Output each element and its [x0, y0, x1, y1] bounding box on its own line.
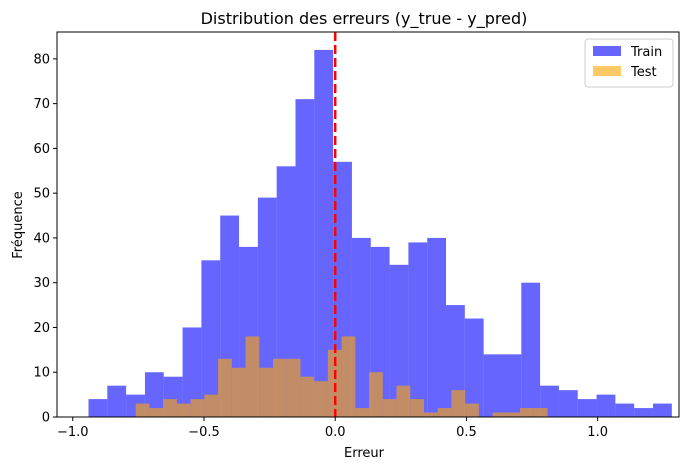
y-tick-label: 30 [33, 276, 50, 291]
bar-train [653, 403, 672, 417]
chart-title: Distribution des erreurs (y_true - y_pre… [201, 9, 528, 29]
bar-train [314, 49, 334, 417]
y-axis-label: Fréquence [11, 191, 26, 258]
bar-test [176, 403, 191, 417]
bar-test [300, 376, 315, 417]
axes-frame [56, 31, 680, 418]
bar-test [423, 412, 438, 417]
bar-train [408, 242, 428, 417]
legend-label-train: Train [630, 45, 662, 60]
bar-test [410, 399, 424, 417]
y-tick-label: 80 [33, 52, 50, 67]
bar-train [558, 390, 578, 417]
y-tick-label: 10 [33, 366, 50, 381]
bar-train [201, 260, 221, 417]
y-tick-label: 40 [33, 231, 50, 246]
bar-train [182, 327, 202, 417]
bar-train [596, 394, 616, 417]
bar-test [451, 390, 466, 417]
x-axis-label: Erreur [344, 446, 385, 461]
bar-test [520, 408, 534, 417]
bar-test [149, 408, 164, 417]
bar-train [634, 408, 654, 417]
bar-test [204, 394, 219, 417]
bar-test [272, 358, 287, 417]
x-tick-label: 0.0 [325, 425, 346, 440]
y-tick-label: 70 [33, 97, 50, 112]
legend-label-test: Test [630, 65, 657, 80]
y-tick-label: 0 [42, 411, 50, 426]
bar-train [107, 385, 127, 417]
axes: −1.0 −0.5 0.0 0.5 1.0 0 10 20 30 40 50 60 70 80 [33, 31, 680, 440]
bar-test [369, 372, 383, 417]
series-train [88, 49, 672, 418]
bar-test [437, 408, 452, 417]
x-tick-label: 1.0 [587, 425, 608, 440]
series-test [135, 336, 548, 417]
bar-test [163, 399, 177, 417]
bar-train [427, 237, 447, 417]
bar-test [135, 403, 150, 417]
bar-test [355, 408, 370, 417]
bar-test [506, 412, 521, 417]
bar-train [577, 399, 597, 417]
bar-test [465, 403, 479, 417]
bar-train [464, 318, 484, 417]
legend-swatch-test [593, 66, 621, 76]
bar-test [245, 336, 260, 417]
plot-area [88, 32, 672, 418]
bar-test [190, 399, 205, 417]
bar-train [389, 264, 409, 417]
legend-swatch-train [593, 46, 621, 56]
y-tick-label: 20 [33, 321, 50, 336]
bar-test [286, 358, 301, 417]
bar-train [351, 237, 371, 417]
legend: Train Test [584, 38, 674, 88]
bar-train [295, 99, 315, 418]
bar-train [257, 197, 277, 417]
y-tick-label: 60 [33, 142, 50, 157]
bar-test [259, 367, 273, 417]
bar-test [382, 399, 397, 417]
bar-test [396, 385, 411, 417]
bar-test [231, 367, 246, 417]
bar-train [483, 354, 503, 417]
bar-test [341, 336, 356, 417]
bar-train [521, 282, 541, 417]
bar-test [314, 381, 328, 417]
bar-train [446, 305, 465, 417]
x-tick-label: −1.0 [57, 425, 89, 440]
bar-test [218, 358, 232, 417]
x-tick-label: −0.5 [188, 425, 220, 440]
bar-test [492, 412, 507, 417]
bar-train [502, 354, 522, 417]
bar-train [276, 166, 296, 417]
bar-test [533, 408, 548, 417]
bar-train [144, 372, 164, 417]
y-tick-label: 50 [33, 187, 50, 202]
x-tick-label: 0.5 [456, 425, 477, 440]
bar-train [88, 399, 108, 417]
bar-train [615, 403, 635, 417]
